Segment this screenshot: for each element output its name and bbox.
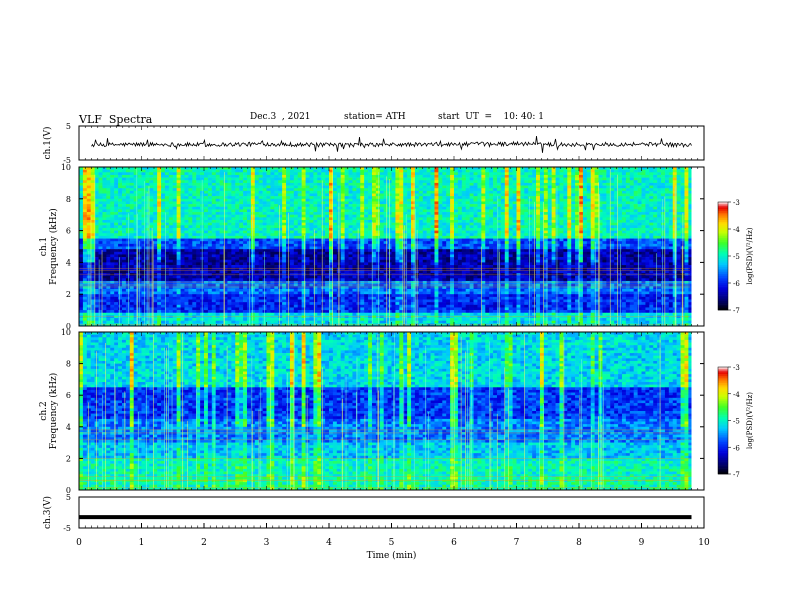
x-tick-label: 2 — [201, 538, 207, 548]
ch1-spectrogram-colorbar-label: log(PSD)(V²/Hz) — [746, 227, 754, 284]
ch2-spectrogram-ylabel-channel: ch.2 — [39, 401, 49, 420]
ch1-ytick-label: -5 — [63, 156, 71, 165]
ch1-spectrogram-colorbar-tick-label: -4 — [733, 226, 740, 234]
ch2-spectrogram-colorbar-tick-label: -7 — [733, 471, 740, 479]
x-tick-label: 3 — [264, 538, 270, 548]
ch1-spectrogram-ylabel-channel: ch.1 — [39, 237, 49, 256]
ch3-ytick-label: -5 — [63, 524, 71, 533]
ch1-spectrogram-ytick-label: 0 — [66, 322, 71, 331]
station-label: station= ATH — [344, 112, 406, 122]
ch1-spectrogram-heatmap — [79, 167, 705, 327]
x-tick-label: 9 — [639, 538, 645, 548]
ch2-spectrogram-ytick-label: 4 — [66, 423, 71, 432]
ch2-spectrogram-ytick-label: 8 — [66, 360, 71, 369]
ch1-spectrogram-ytick-label: 2 — [66, 290, 71, 299]
ch3-ytick-label: 5 — [66, 493, 71, 502]
ch2-spectrogram-ytick-label: 6 — [66, 391, 71, 400]
ch2-spectrogram-colorbar-tick-label: -5 — [733, 418, 740, 426]
ch3-panel-frame — [78, 496, 705, 529]
x-axis-label: Time (min) — [367, 550, 417, 561]
start-time-label: start UT = 10: 40: 1 — [438, 112, 544, 122]
ch1-spectrogram-ylabel-freq: Frequency (kHz) — [48, 208, 59, 285]
ch1-spectrogram-colorbar-tick-label: -6 — [733, 280, 740, 288]
ch2-spectrogram-ytick-label: 0 — [66, 486, 71, 495]
x-tick-label: 4 — [326, 538, 332, 548]
ch1-ytick-label: 5 — [66, 122, 71, 131]
ch1-spectrogram-colorbar-tick-label: -5 — [733, 253, 740, 261]
chart-title: VLF Spectra — [79, 113, 152, 126]
ch1-ylabel: ch.1(V) — [42, 127, 53, 160]
ch2-spectrogram-colorbar-label: log(PSD)(V²/Hz) — [746, 392, 754, 449]
ch2-spectrogram-colorbar-tick-label: -3 — [733, 364, 740, 372]
ch1-spectrogram-colorbar-tick-label: -3 — [733, 199, 740, 207]
ch1-spectrogram-ytick-label: 4 — [66, 258, 71, 267]
ch2-spectrogram-colorbar-tick-label: -4 — [733, 391, 740, 399]
ch3-ylabel: ch.3(V) — [42, 496, 53, 529]
ch1-spectrogram-ytick-label: 8 — [66, 195, 71, 204]
ch1-series-line — [91, 136, 692, 153]
ch2-spectrogram-ytick-label: 10 — [61, 328, 71, 337]
ch1-spectrogram-colorbar — [718, 202, 728, 311]
ch2-spectrogram-colorbar — [718, 367, 728, 475]
x-tick-label: 8 — [576, 538, 582, 548]
ch2-spectrogram-colorbar-tick-label: -6 — [733, 444, 740, 452]
ch1-spectrogram-ytick-label: 6 — [66, 227, 71, 236]
x-tick-label: 10 — [698, 538, 710, 548]
ch1-spectrogram-ytick-label: 10 — [61, 163, 71, 172]
ch2-spectrogram-heatmap — [78, 332, 705, 491]
x-tick-label: 6 — [451, 538, 457, 548]
x-tick-label: 5 — [389, 538, 395, 548]
x-tick-label: 1 — [139, 538, 145, 548]
ch2-spectrogram-ytick-label: 2 — [66, 454, 71, 463]
date-label: Dec.3 , 2021 — [250, 112, 311, 122]
ch1-spectrogram-colorbar-tick-label: -7 — [733, 307, 740, 315]
x-tick-label: 7 — [514, 538, 520, 548]
ch2-spectrogram-ylabel-freq: Frequency (kHz) — [48, 373, 59, 450]
x-tick-label: 0 — [76, 538, 82, 548]
